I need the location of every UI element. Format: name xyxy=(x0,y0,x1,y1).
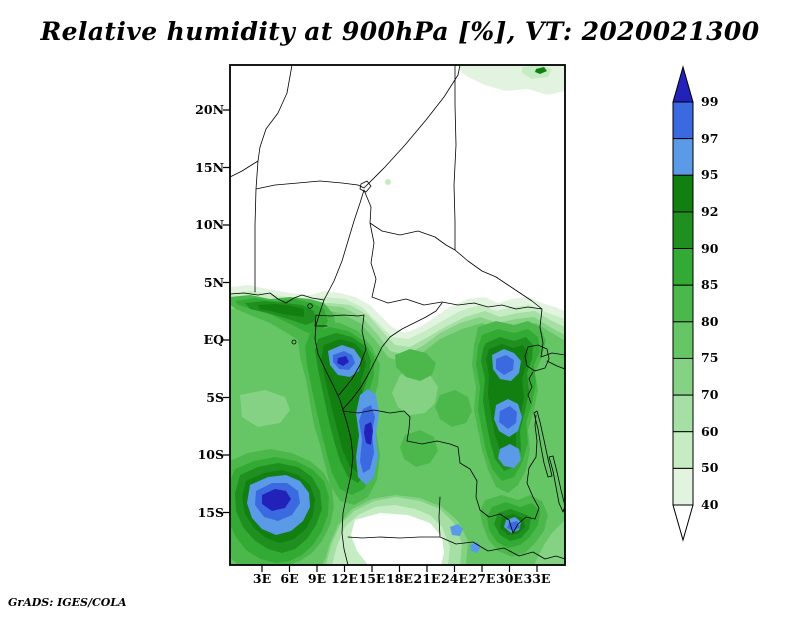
rh-gt-99-region xyxy=(262,356,373,511)
chart-title: Relative humidity at 900hPa [%], VT: 202… xyxy=(40,17,760,46)
colorbar-arrow-gt99 xyxy=(672,65,694,103)
lon-label-21e: 21E xyxy=(413,571,441,586)
lon-label-3e: 3E xyxy=(252,571,272,586)
colorbar-seg-60-70 xyxy=(672,394,694,433)
colorbar-label-90: 90 xyxy=(701,240,719,256)
lat-label-20n: 20N xyxy=(195,102,224,117)
colorbar-label-50: 50 xyxy=(701,460,719,476)
lon-label-27e: 27E xyxy=(468,571,496,586)
grads-attribution: GrADS: IGES/COLA xyxy=(8,596,127,609)
colorbar-seg-95-97 xyxy=(672,138,694,176)
colorbar-label-92: 92 xyxy=(701,203,719,219)
colorbar xyxy=(672,65,694,542)
colorbar-label-97: 97 xyxy=(701,130,719,146)
colorbar-label-95: 95 xyxy=(701,167,719,183)
inland-borders xyxy=(229,64,566,560)
lon-label-33e: 33E xyxy=(523,571,551,586)
colorbar-seg-97-99 xyxy=(672,101,694,140)
lon-label-12e: 12E xyxy=(331,571,358,586)
sao-tome-island xyxy=(291,339,297,345)
lat-label-eq: EQ xyxy=(203,332,224,347)
map-frame xyxy=(223,64,566,572)
colorbar-seg-40-50 xyxy=(672,467,694,506)
colorbar-label-70: 70 xyxy=(701,387,719,403)
lat-label-10n: 10N xyxy=(195,217,224,232)
colorbar-label-75: 75 xyxy=(701,350,719,366)
lake-chad xyxy=(359,180,372,193)
lon-label-9e: 9E xyxy=(307,571,327,586)
humidity-map xyxy=(223,64,566,572)
colorbar-seg-92-95 xyxy=(672,174,694,213)
lon-label-30e: 30E xyxy=(496,571,523,586)
colorbar-label-40: 40 xyxy=(701,497,719,512)
colorbar-seg-90-92 xyxy=(672,211,694,250)
lat-label-15n: 15N xyxy=(195,159,224,175)
coastline xyxy=(229,292,354,566)
colorbar-seg-75-80 xyxy=(672,321,694,359)
rh-topright-patch xyxy=(385,65,565,185)
lake-tanganyika xyxy=(533,410,553,478)
colorbar-label-60: 60 xyxy=(701,423,719,439)
lon-label-18e: 18E xyxy=(386,571,413,586)
humidity-field xyxy=(230,65,565,565)
map-border xyxy=(229,64,566,566)
colorbar-seg-70-75 xyxy=(672,357,694,396)
colorbar-arrow-lt40 xyxy=(672,504,694,542)
lat-label-5s: 5S xyxy=(206,389,224,405)
bioko-island xyxy=(307,303,313,309)
colorbar-label-85: 85 xyxy=(701,277,719,293)
lat-label-5n: 5N xyxy=(203,274,224,290)
colorbar-label-80: 80 xyxy=(701,313,719,329)
lon-label-24e: 24E xyxy=(441,571,468,586)
lon-label-15e: 15E xyxy=(358,571,386,586)
lat-label-15s: 15S xyxy=(197,504,224,520)
colorbar-label-99: 99 xyxy=(701,94,719,109)
country-borders xyxy=(229,64,566,566)
colorbar-seg-85-90 xyxy=(672,248,694,286)
lake-malawi xyxy=(548,455,566,513)
lon-label-6e: 6E xyxy=(280,571,299,586)
lake-victoria xyxy=(524,344,550,372)
lat-label-10s: 10S xyxy=(197,447,224,462)
axis-ticks xyxy=(223,109,538,572)
colorbar-seg-50-60 xyxy=(672,431,694,469)
colorbar-seg-80-85 xyxy=(672,284,694,323)
